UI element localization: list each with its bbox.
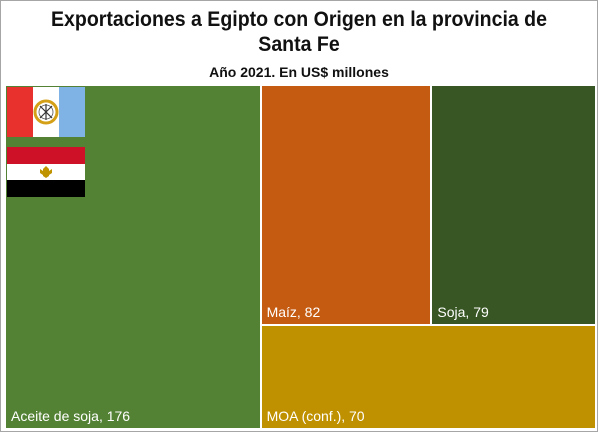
chart-title: Exportaciones a Egipto con Origen en la … [51,8,547,56]
chart-subtitle: Año 2021. En US$ millones [209,64,389,80]
treemap-tile: Maíz, 82 [260,85,432,325]
tile-label: Aceite de soja, 176 [11,408,131,424]
treemap: Aceite de soja, 176 Maíz, 82 Soja, 79 MOA (… [5,85,596,429]
tile-label: MOA (conf.), 70 [266,407,365,424]
santa-fe-flag [7,87,85,137]
tile-label: Maíz, 82 [266,303,321,320]
egypt-flag [7,147,85,197]
treemap-tile: Soja, 79 [431,85,596,325]
treemap-tile: MOA (conf.), 70 [260,324,596,429]
treemap-tile: Aceite de soja, 176 [5,85,261,429]
tile-label: Soja, 79 [437,303,489,320]
